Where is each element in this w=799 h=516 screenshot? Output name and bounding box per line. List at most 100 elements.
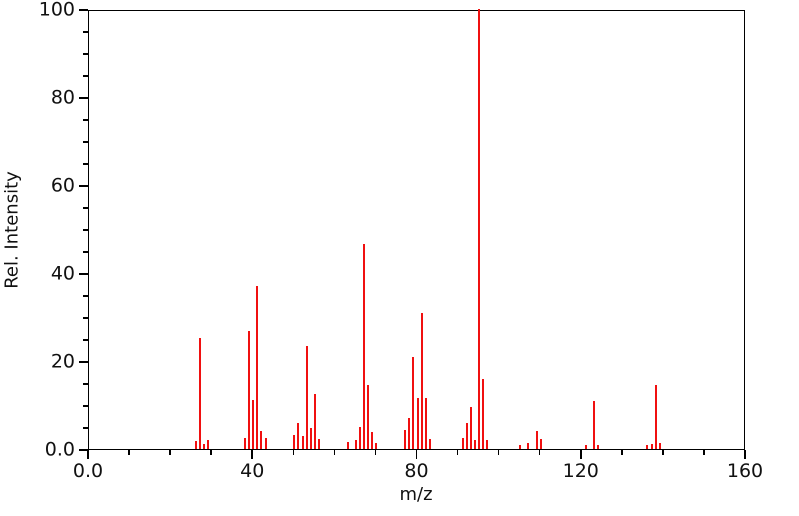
spectrum-peak [198, 338, 201, 449]
spectrum-peak [593, 400, 596, 449]
spectrum-peak [416, 398, 419, 449]
spectrum-peak [313, 394, 316, 449]
x-axis-minor-tick [497, 450, 500, 455]
spectrum-peak [202, 443, 205, 449]
spectrum-peak [375, 442, 378, 449]
y-axis-tick [79, 97, 88, 99]
spectrum-peak [371, 432, 374, 449]
x-axis: 0.0 40 80 120 160 [0, 450, 799, 516]
y-axis-minor-tick [83, 295, 88, 297]
spectrum-peak [584, 445, 587, 449]
y-axis-minor-tick [83, 229, 88, 231]
spectrum-peak [367, 384, 370, 449]
y-axis-minor-tick [83, 251, 88, 253]
spectrum-peak [428, 439, 431, 449]
y-axis-title: Rel. Intensity [1, 171, 23, 289]
y-axis-tick [79, 273, 88, 275]
x-axis-tick [251, 450, 254, 459]
spectrum-peak [293, 434, 296, 449]
spectrum-peak [420, 312, 423, 449]
spectrum-peak [519, 444, 522, 449]
y-axis-tick-label: 60 [50, 174, 75, 197]
spectrum-peak [252, 399, 255, 449]
y-axis-minor-tick [83, 317, 88, 319]
x-axis-minor-tick [210, 450, 212, 455]
spectrum-peak [597, 444, 600, 449]
spectrum-peak [207, 440, 210, 449]
spectrum-peak [527, 442, 530, 449]
x-axis-minor-tick [128, 450, 130, 455]
spectrum-peak [309, 427, 312, 449]
y-axis-tick-label: 40 [50, 262, 75, 285]
spectrum-peak [317, 439, 320, 449]
y-axis-tick-label: 0.0 [44, 438, 75, 461]
x-axis-minor-tick [662, 450, 664, 455]
x-axis-minor-tick [333, 450, 336, 455]
y-axis-tick-label: 100 [38, 0, 75, 21]
x-axis-tick [579, 450, 582, 459]
x-axis-tick [415, 450, 418, 459]
spectrum-peak [346, 441, 349, 449]
spectrum-peak [539, 439, 542, 449]
spectrum-peak [650, 443, 653, 449]
spectrum-peak [404, 430, 407, 449]
y-axis-minor-tick [83, 53, 88, 55]
y-axis-minor-tick [83, 141, 88, 143]
y-axis-minor-tick [83, 339, 88, 341]
spectrum-peak [354, 440, 357, 449]
x-axis-tick-label: 0.0 [72, 460, 104, 482]
spectrum-peak [301, 435, 304, 449]
x-axis-minor-tick [374, 450, 377, 455]
plot-frame [88, 9, 745, 450]
spectrum-peak [465, 422, 468, 449]
spectrum-peak [297, 422, 300, 449]
spectrum-peak [305, 345, 308, 449]
y-axis-minor-tick [83, 207, 88, 209]
y-axis-minor-tick [83, 427, 88, 429]
spectrum-peak [412, 356, 415, 449]
spectrum-peak [408, 418, 411, 449]
spectrum-peak [535, 430, 538, 449]
x-axis-minor-tick [703, 450, 705, 455]
y-axis-tick [79, 361, 88, 363]
y-axis-tick-label: 20 [50, 350, 75, 373]
spectrum-peak [654, 384, 657, 449]
spectrum-peak [194, 441, 197, 449]
spectrum-peak [424, 398, 427, 449]
y-axis-tick [79, 185, 88, 187]
y-axis: 0.0 20 40 60 80 100 [0, 0, 88, 460]
y-axis-minor-tick [83, 31, 88, 33]
x-axis-minor-tick [538, 450, 541, 455]
x-axis-minor-tick [621, 450, 623, 455]
spectrum-peak [473, 440, 476, 449]
spectrum-plot-area [89, 9, 744, 449]
y-axis-minor-tick [83, 75, 88, 77]
x-axis-tick-label: 120 [562, 460, 599, 482]
spectrum-peak [646, 445, 649, 449]
spectrum-peak [260, 431, 263, 449]
x-axis-minor-tick [456, 450, 459, 455]
y-axis-tick [79, 9, 88, 11]
y-axis-tick-label: 80 [50, 86, 75, 109]
x-axis-tick-label: 160 [726, 460, 764, 482]
spectrum-peak [486, 440, 489, 449]
spectrum-peak [363, 244, 366, 449]
spectrum-peak [658, 442, 661, 449]
x-axis-title: m/z [399, 484, 433, 505]
x-axis-tick [744, 450, 746, 459]
y-axis-minor-tick [83, 383, 88, 385]
spectrum-peak [478, 9, 481, 449]
x-axis-minor-tick [292, 450, 295, 455]
x-axis-tick-label: 40 [240, 460, 265, 482]
spectrum-peak [359, 427, 361, 449]
spectrum-peak [264, 438, 267, 449]
y-axis-tick [79, 449, 88, 451]
x-axis-minor-tick [169, 450, 171, 455]
spectrum-peak [244, 438, 247, 449]
x-axis-tick-label: 80 [404, 460, 429, 482]
spectrum-peak [256, 286, 259, 449]
y-axis-minor-tick [83, 119, 88, 121]
spectrum-peak [469, 407, 472, 449]
spectrum-peak [248, 331, 251, 449]
